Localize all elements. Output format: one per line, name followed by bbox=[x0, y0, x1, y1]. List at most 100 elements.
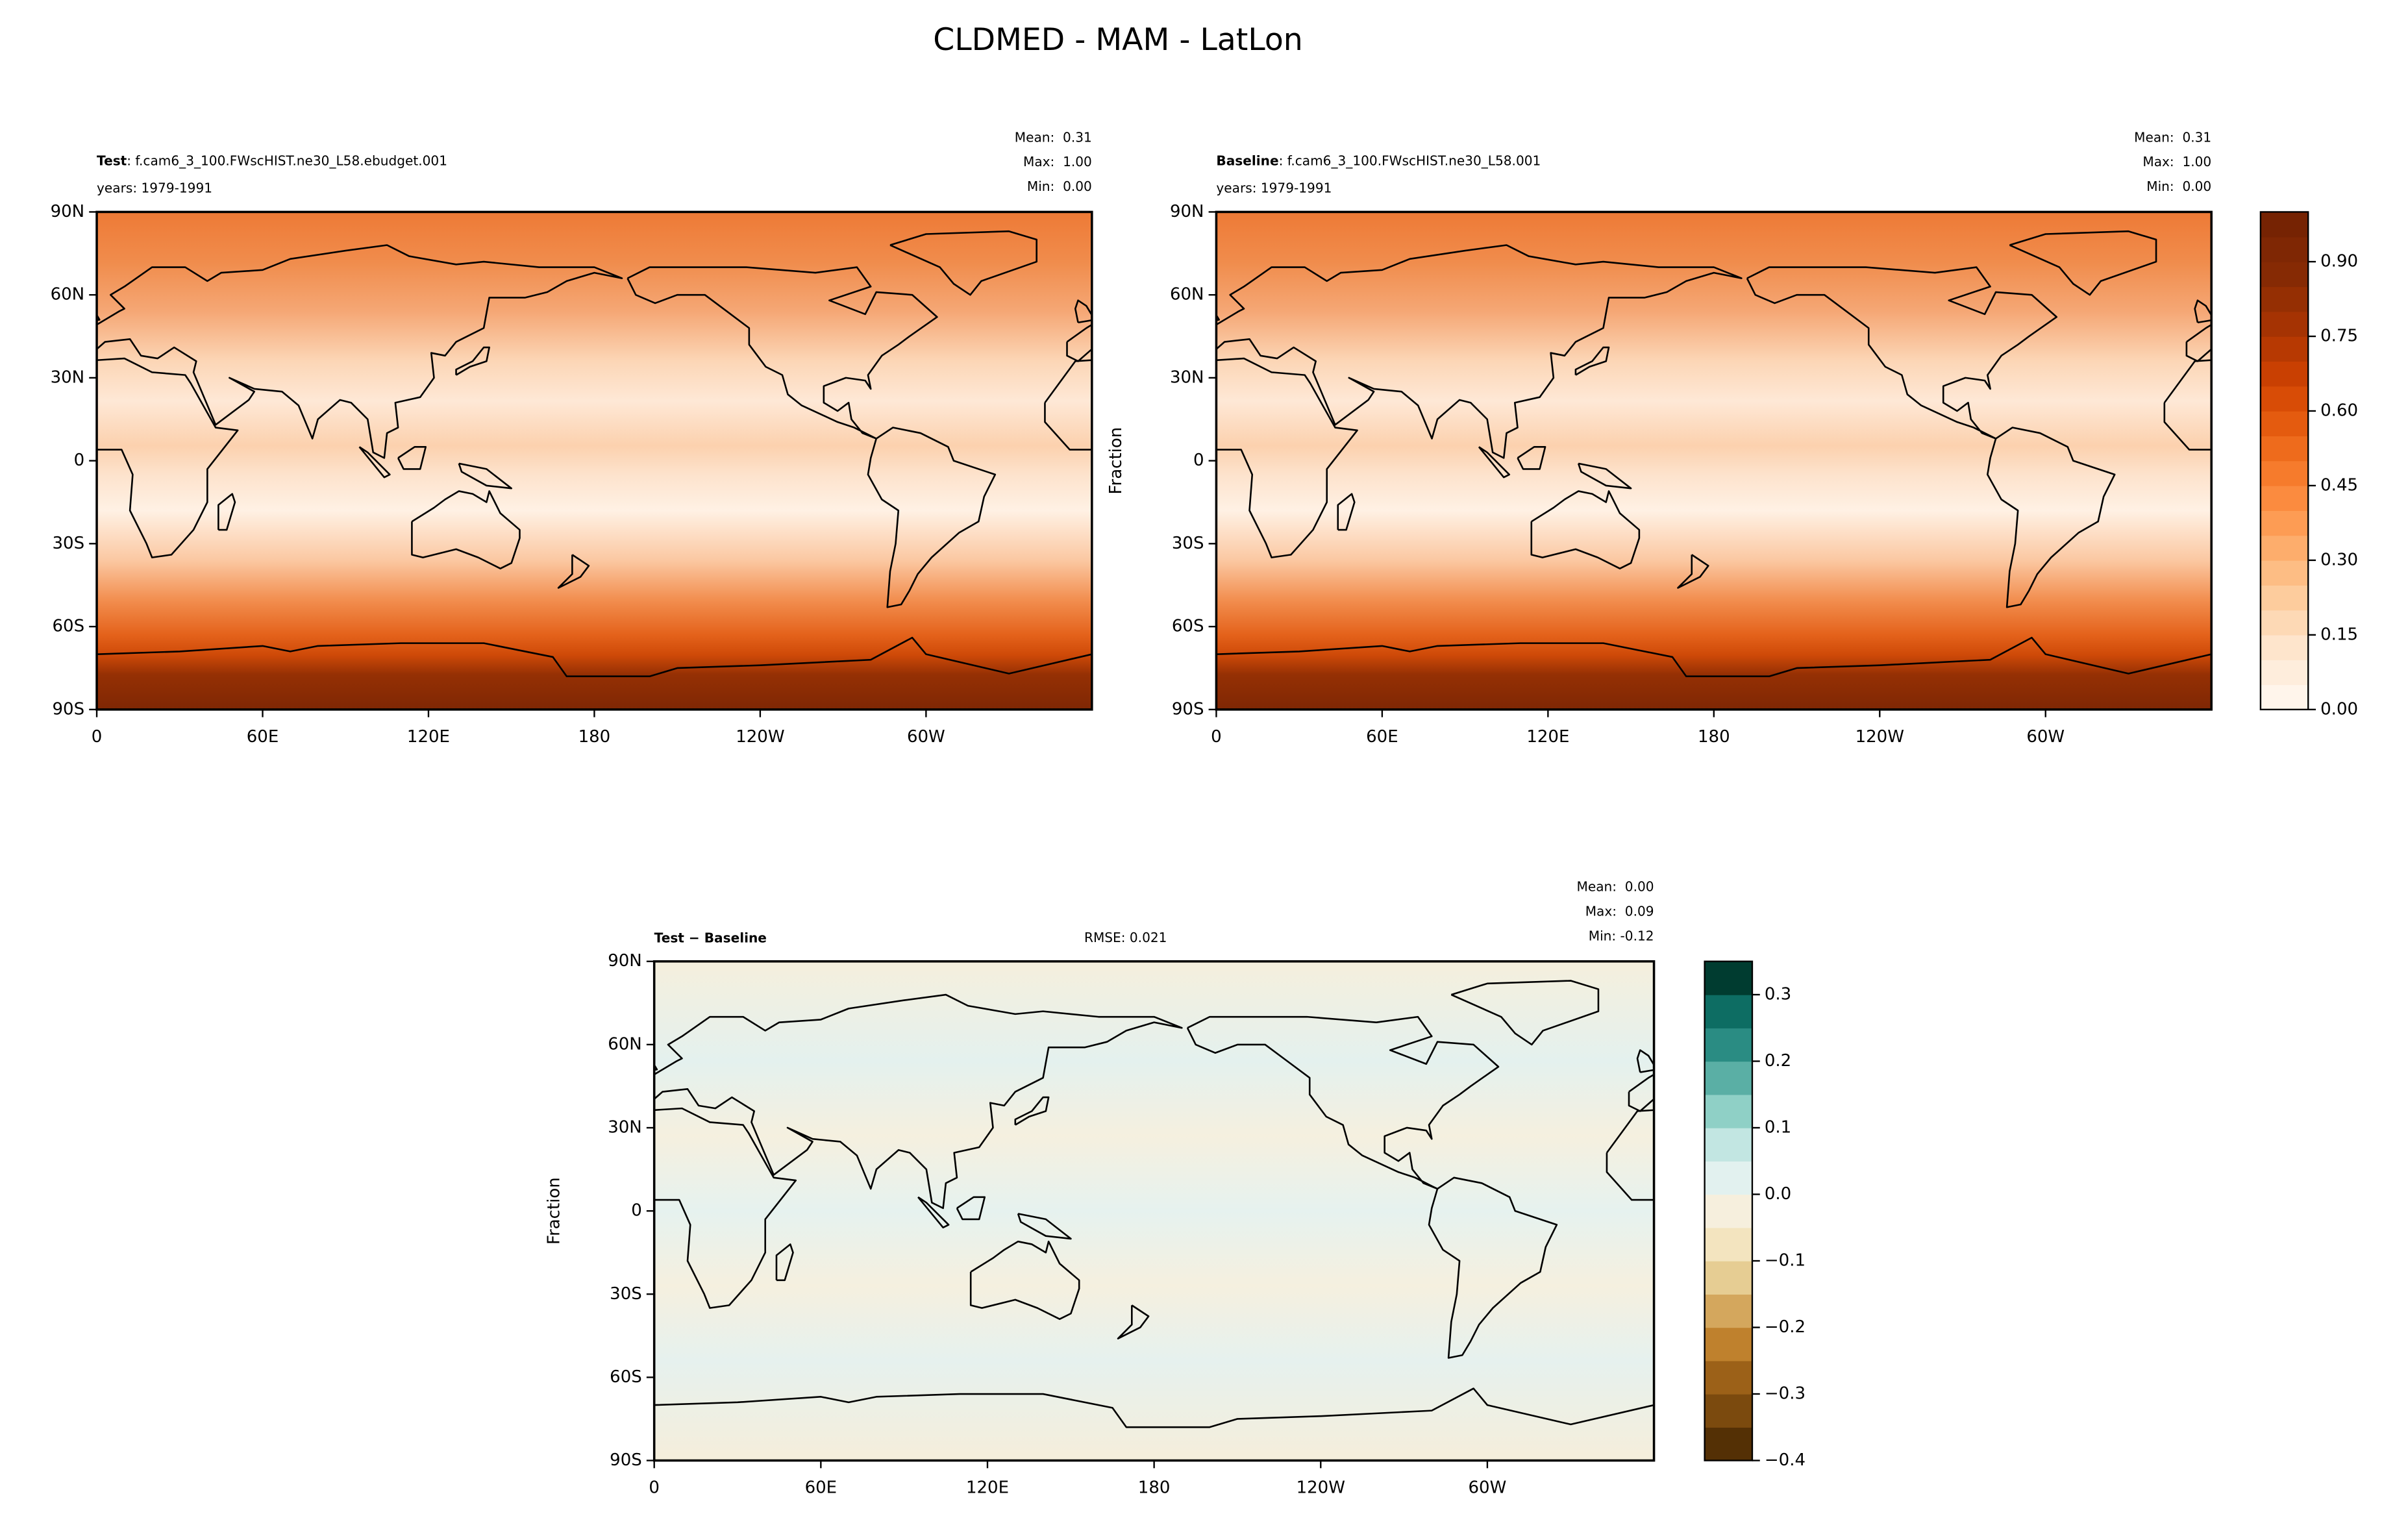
colorbar-level bbox=[1704, 1394, 1752, 1428]
colorbar-tick-label: 0.90 bbox=[2320, 252, 2358, 271]
coastline bbox=[1517, 446, 1546, 470]
colorbar-tick-label: 0.30 bbox=[2320, 550, 2358, 569]
coastline bbox=[1428, 1176, 1558, 1359]
coastline bbox=[1636, 1049, 1654, 1073]
colorbar-level bbox=[1704, 961, 1752, 995]
coastline bbox=[1574, 346, 1610, 376]
x-tick-label: 120E bbox=[966, 1478, 1009, 1498]
coastline bbox=[358, 446, 391, 479]
coastline bbox=[557, 554, 590, 589]
coastline bbox=[969, 1240, 1080, 1320]
colorbar-level bbox=[2260, 410, 2309, 437]
x-tick-label: 180 bbox=[1138, 1478, 1171, 1498]
y-tick-label: 60S bbox=[610, 1367, 642, 1387]
stat: Mean: 0.00 bbox=[1577, 879, 1654, 895]
colorbar-tick-label: 0.75 bbox=[2320, 327, 2358, 346]
y-tick-label: 60N bbox=[608, 1034, 642, 1054]
y-tick-label: 60S bbox=[1172, 617, 1204, 636]
stat: Max: 0.09 bbox=[1585, 904, 1654, 919]
x-tick-label: 0 bbox=[1211, 727, 1222, 747]
colorbar-tick-label: 0.2 bbox=[1765, 1051, 1791, 1071]
coastline bbox=[0, 995, 182, 1208]
coastline bbox=[1987, 427, 2116, 608]
y-tick-label: 0 bbox=[631, 1201, 642, 1221]
colorbar-tick-label: −0.2 bbox=[1765, 1317, 1806, 1337]
colorbar-level bbox=[2260, 212, 2309, 238]
case-label: Test − Baseline bbox=[654, 930, 767, 945]
coastline bbox=[18, 1213, 71, 1239]
y-tick-label: 90N bbox=[1170, 202, 1204, 221]
coastline bbox=[1746, 266, 2058, 440]
colorbar-level bbox=[2260, 660, 2309, 686]
colorbar-level bbox=[1704, 1127, 1752, 1162]
colorbar-tick-label: −0.3 bbox=[1765, 1384, 1806, 1404]
stat: Max: 1.00 bbox=[2142, 154, 2211, 169]
coastline bbox=[0, 638, 97, 677]
case-label: Test: f.cam6_3_100.FWscHIST.ne30_L58.ebu… bbox=[97, 153, 447, 168]
x-tick-label: 60E bbox=[247, 727, 279, 747]
map-panel: 0 60E 120E 180 120W 60W 90S 60S 30S 0 30N 60N 90N Fra… bbox=[0, 879, 2079, 1498]
colorbar-level bbox=[1704, 1427, 1752, 1461]
y-tick-label: 30N bbox=[608, 1117, 642, 1137]
colorbar-level bbox=[2260, 336, 2309, 362]
colorbar-level bbox=[1704, 1028, 1752, 1062]
colorbar-level bbox=[1704, 1327, 1752, 1361]
map-panel: 0 60E 120E 180 120W 60W 90S 60S 30S 0 30N 60N 90N Tes… bbox=[0, 129, 1093, 747]
coastline bbox=[118, 1305, 149, 1338]
case-label-bold: Test − Baseline bbox=[654, 930, 767, 945]
coastline bbox=[1677, 554, 1709, 589]
y-tick-label: 60N bbox=[1170, 285, 1204, 305]
coastline bbox=[1216, 636, 2212, 678]
y-tick-label: 90N bbox=[51, 202, 85, 221]
colorbar-level bbox=[2260, 684, 2309, 710]
coastline bbox=[16, 1097, 49, 1125]
y-tick-label: 0 bbox=[74, 451, 85, 470]
colorbar-level bbox=[2260, 311, 2309, 337]
coastline bbox=[1186, 1015, 1500, 1190]
coastline bbox=[97, 636, 1092, 678]
coastline bbox=[1117, 1304, 1150, 1339]
y-axis-label: Fraction bbox=[544, 1177, 564, 1245]
case-name: : f.cam6_3_100.FWscHIST.ne30_L58.001 bbox=[1279, 153, 1541, 168]
coastline bbox=[188, 1017, 499, 1189]
coastline bbox=[2194, 299, 2212, 324]
x-tick-label: 60E bbox=[1366, 727, 1398, 747]
stat: Min: 0.00 bbox=[2146, 179, 2211, 194]
coastline bbox=[1014, 1096, 1050, 1126]
y-tick-label: 60N bbox=[51, 285, 85, 305]
colorbar-level bbox=[2260, 634, 2309, 660]
coastline bbox=[1216, 244, 1743, 459]
x-tick-label: 120E bbox=[407, 727, 450, 747]
coastline bbox=[397, 446, 427, 470]
x-tick-label: 60E bbox=[805, 1478, 838, 1498]
colorbar-tick-label: −0.4 bbox=[1765, 1450, 1806, 1470]
map-field bbox=[1216, 212, 2212, 710]
stat: Max: 1.00 bbox=[1023, 154, 1092, 169]
coastline bbox=[1970, 1241, 2079, 1319]
colorbar-level bbox=[2260, 286, 2309, 312]
colorbar-level bbox=[2260, 560, 2309, 586]
y-tick-label: 90S bbox=[53, 699, 85, 719]
y-tick-label: 90S bbox=[610, 1450, 642, 1470]
coastline bbox=[1957, 1197, 1985, 1219]
coastline bbox=[956, 1196, 986, 1221]
x-tick-label: 60W bbox=[2026, 727, 2065, 747]
coastline bbox=[0, 1389, 654, 1428]
map-panel: 0 60E 120E 180 120W 60W 90S 60S 30S 0 30N 60N 90N Fra… bbox=[1106, 129, 2358, 747]
x-tick-label: 120E bbox=[1526, 727, 1569, 747]
coastline bbox=[2333, 494, 2350, 530]
y-tick-label: 30S bbox=[1172, 534, 1204, 553]
colorbar-level bbox=[2260, 262, 2309, 288]
colorbar-level bbox=[2260, 510, 2309, 536]
coastline bbox=[217, 493, 236, 531]
coastline bbox=[1530, 490, 1641, 569]
x-tick-label: 0 bbox=[649, 1478, 660, 1498]
colorbar-level bbox=[2260, 535, 2309, 561]
colorbar-level bbox=[2260, 585, 2309, 611]
colorbar-level bbox=[1704, 1260, 1752, 1295]
y-axis-label: Fraction bbox=[1106, 427, 1126, 495]
colorbar-tick-label: 0.00 bbox=[2320, 699, 2358, 719]
coastlines bbox=[0, 230, 1092, 678]
colorbar-tick-label: 0.3 bbox=[1765, 984, 1791, 1004]
coastline bbox=[1017, 1213, 1072, 1240]
